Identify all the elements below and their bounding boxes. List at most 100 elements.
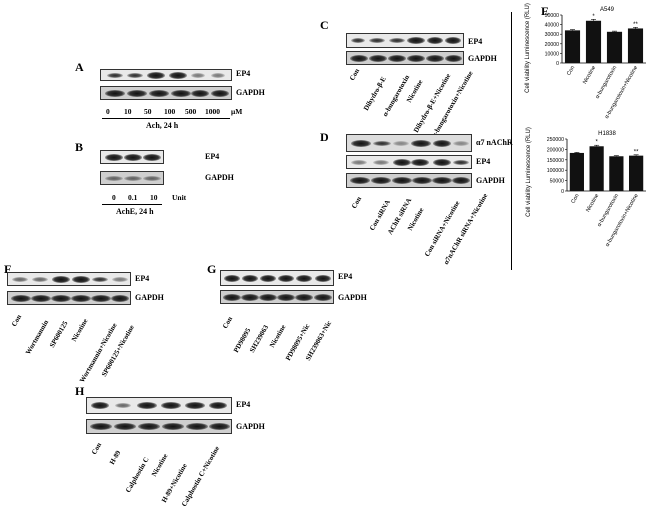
h1838-bar-2 [609, 156, 624, 191]
panel-c-gapdh-label: GAPDH [468, 54, 497, 63]
panel-d-lane-6: α7nAChR siRNA+Nicotine [442, 192, 490, 266]
a549-x-label-0: Con [566, 65, 576, 77]
panel-a-dose-2: 50 [144, 107, 152, 116]
panel-a-gapdh-blot [100, 86, 232, 100]
h1838-x-label-1: Nicotine [585, 193, 600, 213]
h1838-y-axis-label: Cell viability Luminescence (RLU) [526, 127, 532, 217]
panel-e-divider [511, 12, 512, 270]
a549-bar-0 [564, 30, 581, 63]
a549-plot-area: 0 10000 20000 30000 40000 50000 Con * Nicotineα-… [545, 13, 646, 120]
a549-bar-3 [627, 28, 644, 63]
panel-a-dose-4: 500 [185, 107, 197, 116]
h1838-y-tick-label-4: 200000 [547, 147, 564, 153]
a549-sig-1: * [592, 14, 595, 20]
panel-a-dose-unit: μM [231, 107, 243, 116]
panel-c-lane-6: α-bungarotoxin+Nicotine [430, 69, 475, 139]
panel-h-gapdh-blot [86, 419, 232, 434]
h1838-y-tick-label-5: 250000 [547, 137, 564, 143]
panel-g-gapdh-label: GAPDH [338, 293, 367, 302]
h1838-sig-3: ** [634, 149, 639, 155]
panel-b-dose-unit: Unit [172, 193, 187, 202]
panel-e-label: E [541, 4, 550, 18]
panel-h-lane-6: Calphostin C+Nicotine [180, 444, 222, 508]
h1838-plot-area: 0 50000 100000 150000 200000 250000 Con * Nicoti… [547, 137, 646, 248]
panel-f-ep4-label: EP4 [135, 274, 150, 283]
panel-c-ep4-blot [346, 33, 464, 48]
panel-f-lane-4: Nicotine [70, 317, 90, 343]
panel-a-dose-0: 0 [106, 107, 110, 116]
panel-a-ep4-label: EP4 [236, 69, 251, 78]
a549-y-tick-label-3: 30000 [545, 32, 560, 38]
panel-g-gapdh-blot [220, 290, 334, 304]
panel-b-ep4-label: EP4 [205, 152, 220, 161]
panel-h-lane-4: Nicotine [150, 452, 170, 478]
a549-y-tick-label-5: 50000 [545, 13, 560, 19]
a549-bar-1 [585, 20, 602, 63]
panel-a-condition: Ach, 24 h [146, 121, 179, 130]
panel-g-lane-1: Con [221, 315, 235, 330]
panel-d-gapdh-blot [346, 173, 472, 188]
panel-b-condition: AchE, 24 h [116, 207, 154, 216]
a549-x-label-1: Nicotine [582, 65, 597, 85]
h1838-y-tick-label-1: 50000 [550, 179, 565, 185]
panel-b-gapdh-label: GAPDH [205, 173, 234, 182]
panel-f-label: F [4, 262, 12, 276]
h1838-bar-3 [629, 155, 644, 191]
h1838-y-tick-label-0: 0 [561, 189, 564, 195]
h1838-bar-1 [589, 146, 604, 191]
panel-f-gapdh-label: GAPDH [135, 293, 164, 302]
panel-f-lane-2: Wortmannin [24, 318, 51, 356]
panel-a-dose-3: 100 [164, 107, 176, 116]
panel-a-gapdh-label: GAPDH [236, 88, 265, 97]
a549-bar-2 [606, 31, 623, 63]
panel-g-lane-4: Nicotine [268, 323, 288, 349]
panel-b-label: B [75, 140, 84, 154]
panel-b-dose-2: 10 [150, 193, 158, 202]
panel-h-lane-2: H-89 [108, 449, 123, 466]
panel-a-underline [102, 118, 230, 119]
panel-b-underline [102, 204, 162, 205]
h1838-bar-chart: H1838 Cell viability Luminescence (RLU) … [526, 127, 646, 248]
panel-f-ep4-blot [7, 272, 131, 286]
panel-h-ep4-label: EP4 [236, 400, 251, 409]
panel-b-dose-0: 0 [112, 193, 116, 202]
panel-f-lane-1: Con [10, 313, 24, 328]
panel-f-gapdh-blot [7, 291, 131, 305]
panel-a-label: A [75, 60, 84, 74]
a549-bar-chart: A549 Cell viability Luminescence (RLU) 0… [525, 3, 646, 120]
panel-c-gapdh-blot [346, 51, 464, 65]
panel-g-label: G [207, 262, 217, 276]
panel-a-dose-5: 1000 [205, 107, 220, 116]
a549-chart-title: A549 [600, 7, 615, 13]
a549-y-tick-label-0: 0 [556, 61, 559, 67]
h1838-y-tick-label-3: 150000 [547, 158, 564, 164]
panel-h-lane-1: Con [90, 441, 104, 456]
a549-y-tick-label-4: 40000 [545, 23, 560, 29]
h1838-x-label-0: Con [570, 193, 580, 205]
panel-h-ep4-blot [86, 397, 232, 414]
panel-d-a7-blot [346, 134, 472, 152]
panel-d-label: D [320, 130, 329, 144]
panel-g-lane-3: SH239063 [248, 323, 271, 354]
panel-a-ep4-blot [100, 69, 232, 81]
panel-d-ep4-label: EP4 [476, 157, 491, 166]
h1838-y-tick-label-2: 100000 [547, 168, 564, 174]
panel-f-lane-3: SP600125 [48, 319, 70, 349]
panel-d-gapdh-label: GAPDH [476, 176, 505, 185]
panel-h-lane-3: Calphostin C [124, 455, 151, 494]
a549-y-tick-label-1: 10000 [545, 51, 560, 57]
panel-d-ep4-blot [346, 155, 472, 169]
h1838-sig-1: * [595, 140, 598, 146]
panel-b-gapdh-blot [100, 171, 164, 185]
a549-x-label-2: α-bungarotoxin [595, 65, 619, 100]
panel-g-ep4-label: EP4 [338, 272, 353, 281]
panel-b-ep4-blot [100, 150, 164, 164]
panel-d-lane-4: Nicotine [406, 206, 426, 232]
a549-y-axis-label: Cell viability Luminescence (RLU) [525, 3, 531, 93]
panel-g-ep4-blot [220, 270, 334, 286]
panel-h-gapdh-label: GAPDH [236, 422, 265, 431]
a549-y-tick-label-2: 20000 [545, 42, 560, 48]
panel-h-label: H [75, 384, 85, 398]
panel-d-lane-1: Con [350, 195, 364, 210]
panel-c-label: C [320, 18, 329, 32]
